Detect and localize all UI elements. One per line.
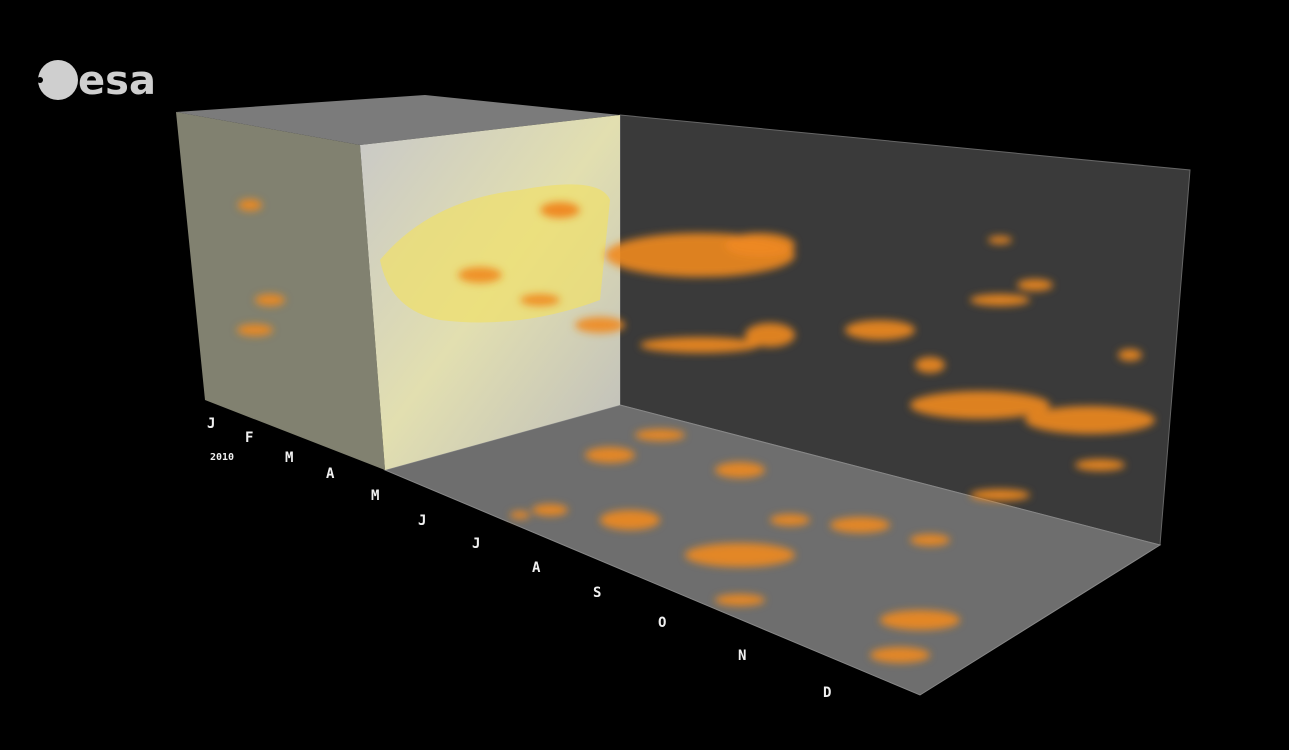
blob	[715, 462, 765, 478]
axis-labels: J F M A M J J A S O N D 2010	[207, 416, 831, 701]
blob	[640, 337, 760, 353]
blob	[915, 357, 945, 373]
blob	[910, 391, 1050, 419]
blob	[725, 233, 795, 257]
blob	[635, 429, 685, 441]
logo-text: esa	[78, 58, 156, 104]
blob	[238, 199, 262, 211]
cube-left-face	[176, 112, 385, 470]
blob	[685, 543, 795, 567]
blob	[715, 594, 765, 606]
blob	[970, 489, 1030, 501]
month-label: M	[285, 450, 293, 466]
month-label: J	[472, 536, 480, 552]
blob	[770, 514, 810, 526]
logo-mark	[38, 60, 78, 100]
month-label: J	[207, 416, 215, 432]
blob	[600, 510, 660, 530]
month-label: M	[371, 488, 379, 504]
month-label: D	[823, 685, 831, 701]
blob	[988, 236, 1012, 244]
blob	[970, 294, 1030, 306]
blob	[880, 610, 960, 630]
blob	[845, 320, 915, 340]
blob	[532, 504, 568, 516]
month-label: A	[532, 560, 541, 576]
month-label: J	[418, 513, 426, 529]
blob	[1075, 459, 1125, 471]
month-label: A	[326, 466, 335, 482]
map-land	[380, 184, 610, 323]
blob-group	[237, 199, 1155, 663]
blob	[1025, 406, 1155, 434]
blob	[870, 647, 930, 663]
blob	[575, 317, 625, 333]
blob	[510, 511, 530, 519]
month-label: F	[245, 430, 253, 446]
blob	[1118, 349, 1142, 361]
month-label: O	[658, 615, 666, 631]
cube-top-face	[176, 95, 620, 145]
year-label: 2010	[210, 452, 234, 463]
blob	[745, 323, 795, 347]
month-label: N	[738, 648, 746, 664]
blob	[255, 294, 285, 306]
blob	[542, 202, 578, 218]
blob	[830, 517, 890, 533]
blob	[910, 534, 950, 546]
logo-dot	[37, 77, 43, 83]
blob	[1017, 279, 1053, 291]
blob	[458, 267, 502, 283]
blob	[520, 294, 560, 306]
blob	[585, 447, 635, 463]
month-label: S	[593, 585, 601, 601]
blob	[237, 324, 273, 336]
